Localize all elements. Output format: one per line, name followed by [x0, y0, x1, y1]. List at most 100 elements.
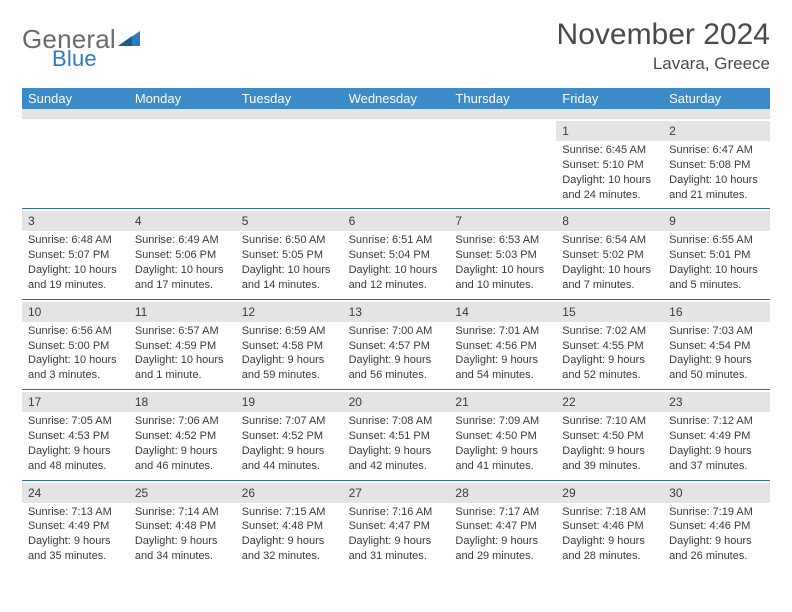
day-cell: 1Sunrise: 6:45 AMSunset: 5:10 PMDaylight… — [556, 119, 663, 208]
sunrise-text: Sunrise: 7:13 AM — [28, 505, 123, 520]
daylight-text: and 10 minutes. — [455, 278, 550, 293]
day-number-bar: 19 — [236, 392, 343, 412]
sunrise-text: Sunrise: 7:17 AM — [455, 505, 550, 520]
day-cell: 6Sunrise: 6:51 AMSunset: 5:04 PMDaylight… — [343, 209, 450, 298]
day-number-bar: 29 — [556, 483, 663, 503]
day-number: 2 — [669, 124, 676, 138]
day-cell: 2Sunrise: 6:47 AMSunset: 5:08 PMDaylight… — [663, 119, 770, 208]
daylight-text: Daylight: 9 hours — [669, 534, 764, 549]
daylight-text: and 44 minutes. — [242, 459, 337, 474]
day-cell: 7 Sunrise: 6:53 AMSunset: 5:03 PMDaylight… — [449, 209, 556, 298]
day-cell: 5Sunrise: 6:50 AMSunset: 5:05 PMDaylight… — [236, 209, 343, 298]
day-number-bar: 10 — [22, 302, 129, 322]
triangle-icon — [118, 28, 140, 51]
day-number: 19 — [242, 395, 255, 409]
weekday-header: Thursday — [449, 88, 556, 109]
sunrise-text: Sunrise: 7:08 AM — [349, 414, 444, 429]
day-cell: 19Sunrise: 7:07 AMSunset: 4:52 PMDayligh… — [236, 390, 343, 479]
daylight-text: Daylight: 10 hours — [349, 263, 444, 278]
daylight-text: Daylight: 10 hours — [455, 263, 550, 278]
day-number-bar: 6 — [343, 211, 450, 231]
day-cell: 4Sunrise: 6:49 AMSunset: 5:06 PMDaylight… — [129, 209, 236, 298]
sunset-text: Sunset: 4:56 PM — [455, 339, 550, 354]
sunrise-text: Sunrise: 6:50 AM — [242, 233, 337, 248]
day-number: 7 — [455, 214, 462, 228]
daylight-text: Daylight: 9 hours — [669, 444, 764, 459]
sunrise-text: Sunrise: 7:16 AM — [349, 505, 444, 520]
day-number: 20 — [349, 395, 362, 409]
daylight-text: and 3 minutes. — [28, 368, 123, 383]
day-number-bar: 22 — [556, 392, 663, 412]
day-cell: 29Sunrise: 7:18 AMSunset: 4:46 PMDayligh… — [556, 481, 663, 570]
daylight-text: Daylight: 10 hours — [28, 263, 123, 278]
weekday-header: Tuesday — [236, 88, 343, 109]
sunset-text: Sunset: 5:06 PM — [135, 248, 230, 263]
sunrise-text: Sunrise: 6:53 AM — [455, 233, 550, 248]
day-cell: 10Sunrise: 6:56 AMSunset: 5:00 PMDayligh… — [22, 300, 129, 389]
daylight-text: and 28 minutes. — [562, 549, 657, 564]
daylight-text: and 1 minute. — [135, 368, 230, 383]
sunset-text: Sunset: 5:03 PM — [455, 248, 550, 263]
day-number-bar: 11 — [129, 302, 236, 322]
daylight-text: and 50 minutes. — [669, 368, 764, 383]
day-number: 18 — [135, 395, 148, 409]
day-cell: 16Sunrise: 7:03 AMSunset: 4:54 PMDayligh… — [663, 300, 770, 389]
sunset-text: Sunset: 4:49 PM — [669, 429, 764, 444]
day-number: 8 — [562, 214, 569, 228]
sunset-text: Sunset: 4:58 PM — [242, 339, 337, 354]
daylight-text: and 12 minutes. — [349, 278, 444, 293]
daylight-text: Daylight: 9 hours — [135, 534, 230, 549]
daylight-text: and 34 minutes. — [135, 549, 230, 564]
sunset-text: Sunset: 5:02 PM — [562, 248, 657, 263]
sunrise-text: Sunrise: 7:03 AM — [669, 324, 764, 339]
day-cell: 24Sunrise: 7:13 AMSunset: 4:49 PMDayligh… — [22, 481, 129, 570]
sunset-text: Sunset: 5:01 PM — [669, 248, 764, 263]
sunset-text: Sunset: 4:51 PM — [349, 429, 444, 444]
daylight-text: and 24 minutes. — [562, 188, 657, 203]
daylight-text: Daylight: 9 hours — [349, 353, 444, 368]
daylight-text: Daylight: 9 hours — [28, 534, 123, 549]
daylight-text: Daylight: 9 hours — [562, 444, 657, 459]
daylight-text: and 46 minutes. — [135, 459, 230, 474]
sunset-text: Sunset: 4:50 PM — [455, 429, 550, 444]
day-cell: 23Sunrise: 7:12 AMSunset: 4:49 PMDayligh… — [663, 390, 770, 479]
day-cell: 30Sunrise: 7:19 AMSunset: 4:46 PMDayligh… — [663, 481, 770, 570]
day-cell: 12Sunrise: 6:59 AMSunset: 4:58 PMDayligh… — [236, 300, 343, 389]
day-cell: 14Sunrise: 7:01 AMSunset: 4:56 PMDayligh… — [449, 300, 556, 389]
sunrise-text: Sunrise: 6:56 AM — [28, 324, 123, 339]
daylight-text: Daylight: 9 hours — [669, 353, 764, 368]
title-block: November 2024 Lavara, Greece — [557, 18, 770, 74]
day-number: 30 — [669, 486, 682, 500]
sunrise-text: Sunrise: 7:14 AM — [135, 505, 230, 520]
day-number: 15 — [562, 305, 575, 319]
daylight-text: and 29 minutes. — [455, 549, 550, 564]
empty-cell — [129, 119, 236, 208]
daylight-text: and 17 minutes. — [135, 278, 230, 293]
day-number-bar: 28 — [449, 483, 556, 503]
day-number-bar: 8 — [556, 211, 663, 231]
day-number-bar: 5 — [236, 211, 343, 231]
daylight-text: and 39 minutes. — [562, 459, 657, 474]
week-row: 24Sunrise: 7:13 AMSunset: 4:49 PMDayligh… — [22, 481, 770, 570]
day-number-bar: 12 — [236, 302, 343, 322]
sunset-text: Sunset: 4:53 PM — [28, 429, 123, 444]
day-cell: 15Sunrise: 7:02 AMSunset: 4:55 PMDayligh… — [556, 300, 663, 389]
daylight-text: Daylight: 9 hours — [242, 444, 337, 459]
day-number: 4 — [135, 214, 142, 228]
empty-cell — [22, 119, 129, 208]
sunset-text: Sunset: 4:47 PM — [455, 519, 550, 534]
page-title: November 2024 — [557, 18, 770, 52]
sunset-text: Sunset: 4:52 PM — [242, 429, 337, 444]
day-number: 10 — [28, 305, 41, 319]
day-number: 5 — [242, 214, 249, 228]
sunset-text: Sunset: 5:10 PM — [562, 158, 657, 173]
page-header: General November 2024 Lavara, Greece — [22, 18, 770, 74]
day-cell: 25Sunrise: 7:14 AMSunset: 4:48 PMDayligh… — [129, 481, 236, 570]
sunrise-text: Sunrise: 7:15 AM — [242, 505, 337, 520]
day-number-bar: 9 — [663, 211, 770, 231]
day-number: 12 — [242, 305, 255, 319]
sunrise-text: Sunrise: 7:09 AM — [455, 414, 550, 429]
day-number-bar: 21 — [449, 392, 556, 412]
day-number-bar: 20 — [343, 392, 450, 412]
day-cell: 27Sunrise: 7:16 AMSunset: 4:47 PMDayligh… — [343, 481, 450, 570]
